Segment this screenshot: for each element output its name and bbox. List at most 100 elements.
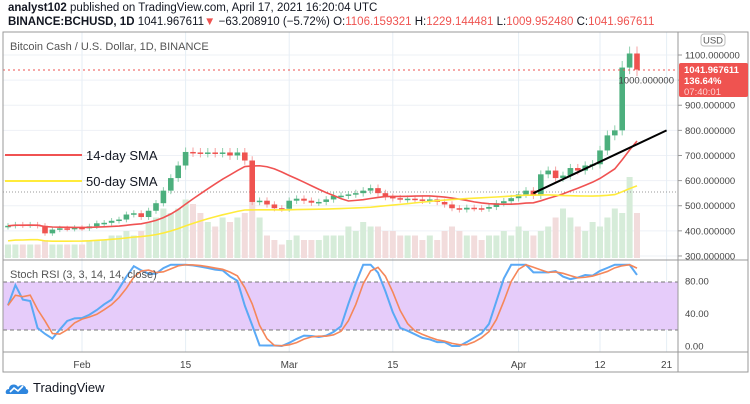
candle[interactable]	[94, 223, 100, 227]
candle[interactable]	[538, 174, 544, 196]
candle[interactable]	[501, 201, 507, 204]
candle[interactable]	[560, 175, 566, 179]
stoch-d-line	[7, 263, 638, 347]
candle[interactable]	[101, 222, 107, 225]
candle[interactable]	[212, 152, 218, 154]
candle[interactable]	[197, 152, 204, 154]
candle[interactable]	[575, 168, 581, 171]
candle[interactable]	[367, 188, 374, 191]
candle[interactable]	[219, 152, 226, 154]
candle[interactable]	[464, 207, 470, 210]
candle[interactable]	[478, 208, 485, 210]
candle[interactable]	[552, 170, 559, 179]
candle[interactable]	[330, 195, 337, 200]
candle[interactable]	[227, 152, 233, 156]
volume-bar	[456, 231, 463, 258]
candle[interactable]	[301, 198, 307, 201]
candle[interactable]	[108, 220, 115, 223]
candle[interactable]	[508, 198, 514, 202]
currency-button[interactable]	[700, 33, 726, 47]
candle[interactable]	[486, 206, 492, 209]
candle[interactable]	[345, 194, 352, 196]
candle[interactable]	[523, 190, 529, 195]
candle[interactable]	[471, 207, 477, 210]
candle[interactable]	[5, 225, 11, 228]
candle[interactable]	[338, 195, 344, 198]
candle[interactable]	[293, 198, 300, 201]
candle[interactable]	[71, 227, 78, 230]
volume-bar	[286, 240, 293, 258]
candle[interactable]	[279, 208, 285, 210]
candle[interactable]	[323, 199, 329, 202]
candle[interactable]	[412, 198, 418, 201]
candle[interactable]	[316, 201, 322, 204]
price-tick-label: 700.000000	[685, 151, 735, 162]
candle[interactable]	[138, 213, 144, 218]
candle[interactable]	[168, 178, 174, 191]
candle[interactable]	[441, 201, 448, 205]
candle[interactable]	[49, 229, 56, 234]
volume-bar	[293, 235, 300, 258]
candle[interactable]	[205, 152, 211, 154]
candle[interactable]	[404, 198, 411, 201]
candle[interactable]	[419, 199, 426, 201]
candle[interactable]	[634, 53, 640, 70]
candle[interactable]	[545, 170, 551, 175]
volume-bar	[278, 244, 285, 258]
candle[interactable]	[427, 199, 433, 201]
volume-bar	[264, 235, 270, 258]
candle[interactable]	[64, 228, 70, 230]
volume-bar	[412, 235, 418, 258]
candle[interactable]	[597, 150, 603, 165]
tradingview-logo[interactable]: TradingView	[5, 380, 105, 395]
candle[interactable]	[449, 204, 455, 209]
candle[interactable]	[493, 203, 500, 207]
price-axis[interactable]: 1100.000000 1000.000000 900.000000 800.0000…	[619, 51, 740, 263]
candle[interactable]	[308, 200, 315, 203]
volume-bar	[338, 235, 344, 258]
candle[interactable]	[530, 190, 537, 196]
price-tick-label: 900.000000	[685, 101, 735, 112]
candle[interactable]	[123, 214, 130, 220]
candle[interactable]	[626, 53, 633, 68]
candle[interactable]	[353, 193, 359, 195]
candle[interactable]	[612, 130, 618, 136]
candle[interactable]	[264, 200, 270, 205]
candle[interactable]	[249, 160, 255, 202]
candle[interactable]	[397, 198, 403, 200]
publish-info: analyst102 published on TradingView.com,…	[8, 2, 377, 14]
candle[interactable]	[242, 152, 248, 161]
price-tick-label: 1000.000000	[619, 76, 674, 87]
time-axis[interactable]: Feb 15 Mar 15 Apr 12 21	[73, 360, 672, 371]
candle[interactable]	[57, 228, 63, 230]
candle[interactable]	[182, 151, 189, 166]
candle[interactable]	[145, 210, 152, 218]
candle[interactable]	[375, 188, 381, 194]
candle[interactable]	[234, 152, 241, 156]
candle[interactable]	[604, 135, 611, 151]
candle[interactable]	[256, 200, 263, 203]
candle[interactable]	[360, 190, 366, 194]
candle[interactable]	[456, 208, 463, 210]
volume-bar	[500, 231, 507, 258]
candle[interactable]	[390, 196, 396, 199]
price-tick-label: 800.000000	[685, 126, 735, 137]
author[interactable]: analyst102	[8, 2, 67, 14]
volume-bar	[619, 213, 626, 258]
candle[interactable]	[382, 193, 389, 197]
candle[interactable]	[42, 225, 48, 234]
candle[interactable]	[175, 165, 181, 179]
trendline[interactable]	[532, 129, 668, 195]
candle[interactable]	[190, 151, 196, 154]
candle[interactable]	[153, 203, 159, 211]
candle[interactable]	[116, 219, 122, 222]
ohlc-bar: BINANCE:BCHUSD, 1D 1041.967611▼ −63.2089…	[8, 16, 654, 28]
candle[interactable]	[271, 204, 278, 209]
candle[interactable]	[131, 213, 137, 215]
candle[interactable]	[160, 190, 167, 204]
candle[interactable]	[619, 67, 625, 131]
candle[interactable]	[567, 168, 574, 176]
candle[interactable]	[286, 200, 292, 209]
candle[interactable]	[79, 227, 85, 230]
